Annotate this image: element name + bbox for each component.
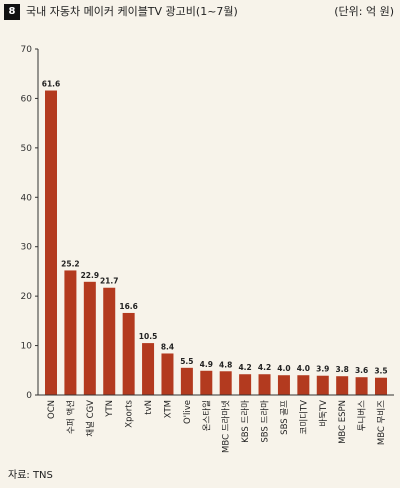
value-label: 22.9 bbox=[81, 271, 100, 280]
bar bbox=[277, 375, 290, 395]
chart-title: 국내 자동차 메이커 케이블TV 광고비(1~7월) bbox=[26, 5, 238, 18]
bar bbox=[258, 374, 271, 395]
value-label: 3.8 bbox=[336, 365, 349, 374]
chart-header: 8 국내 자동차 메이커 케이블TV 광고비(1~7월) (단위: 억 원) bbox=[0, 0, 400, 24]
bar bbox=[297, 375, 310, 395]
category-label: SBS 골프 bbox=[280, 400, 290, 435]
value-label: 21.7 bbox=[100, 277, 119, 286]
bars: 61.6 25.222.921.7 16.6 10.58.4 5.5 4.9 4.8 4.2 4… bbox=[42, 80, 388, 396]
category-label: tvN bbox=[144, 400, 154, 415]
value-label: 3.5 bbox=[374, 367, 387, 376]
value-label: 4.9 bbox=[200, 360, 213, 369]
category-label: MBC 무비즈 bbox=[377, 400, 387, 445]
category-label: 수퍼 액션 bbox=[65, 400, 76, 434]
bar bbox=[180, 367, 193, 395]
category-label: 코미디TV bbox=[299, 400, 309, 435]
value-label: 3.6 bbox=[355, 366, 368, 375]
bar bbox=[219, 371, 232, 395]
category-label: O'live bbox=[183, 400, 193, 424]
value-label: 4.0 bbox=[277, 364, 290, 373]
category-label: 투니버스 bbox=[357, 400, 368, 431]
bar bbox=[161, 353, 174, 395]
bar bbox=[375, 377, 387, 395]
bar bbox=[103, 287, 116, 395]
value-label: 3.9 bbox=[316, 365, 329, 374]
category-label: XTM bbox=[163, 400, 173, 418]
category-label: MBC 드라마넷 bbox=[222, 400, 232, 453]
bar bbox=[336, 376, 349, 395]
y-tick-label: 20 bbox=[21, 292, 33, 302]
value-label: 4.8 bbox=[219, 360, 232, 369]
value-label: 16.6 bbox=[119, 302, 138, 311]
category-label: 채널 CGV bbox=[85, 400, 96, 437]
x-axis: OCN 수퍼 액션 채널 CGV YTN Xports tvN XTM O'live 온스타일 M… bbox=[38, 394, 394, 453]
bar bbox=[83, 281, 96, 395]
category-label: MBC ESPN bbox=[338, 400, 348, 444]
y-tick-label: 10 bbox=[21, 342, 33, 352]
value-label: 5.5 bbox=[180, 357, 193, 366]
value-label: 61.6 bbox=[42, 80, 61, 89]
y-tick-label: 40 bbox=[21, 193, 33, 203]
bar bbox=[64, 270, 77, 395]
unit-label: (단위: 억 원) bbox=[334, 5, 394, 18]
category-label: SBS 드라마 bbox=[261, 400, 271, 443]
bar bbox=[355, 377, 368, 395]
value-label: 10.5 bbox=[139, 332, 158, 341]
category-label: OCN bbox=[47, 400, 57, 419]
category-label: KBS 드라마 bbox=[241, 400, 251, 443]
value-label: 4.0 bbox=[297, 364, 310, 373]
bar bbox=[200, 370, 213, 395]
bar bbox=[45, 90, 57, 396]
y-tick-label: 60 bbox=[21, 94, 33, 104]
y-tick-label: 0 bbox=[26, 391, 32, 401]
category-label: 온스타일 bbox=[202, 400, 212, 431]
y-tick-label: 50 bbox=[21, 144, 33, 154]
figure-number-badge: 8 bbox=[4, 4, 20, 20]
value-label: 25.2 bbox=[61, 259, 80, 268]
value-label: 8.4 bbox=[161, 342, 174, 351]
y-tick-label: 30 bbox=[21, 243, 33, 253]
value-label: 4.2 bbox=[258, 363, 271, 372]
category-label: 바둑TV bbox=[318, 400, 329, 427]
y-tick-label: 70 bbox=[21, 45, 33, 55]
category-label: YTN bbox=[105, 400, 115, 418]
value-label: 4.2 bbox=[238, 363, 251, 372]
bar bbox=[122, 312, 135, 395]
bar bbox=[316, 375, 329, 395]
source-note: 자료: TNS bbox=[8, 470, 53, 481]
bar bbox=[142, 343, 155, 395]
y-axis: 0 10 20 30 40 50 60 70 bbox=[21, 45, 39, 401]
category-label: Xports bbox=[125, 399, 135, 427]
bar bbox=[239, 374, 252, 395]
